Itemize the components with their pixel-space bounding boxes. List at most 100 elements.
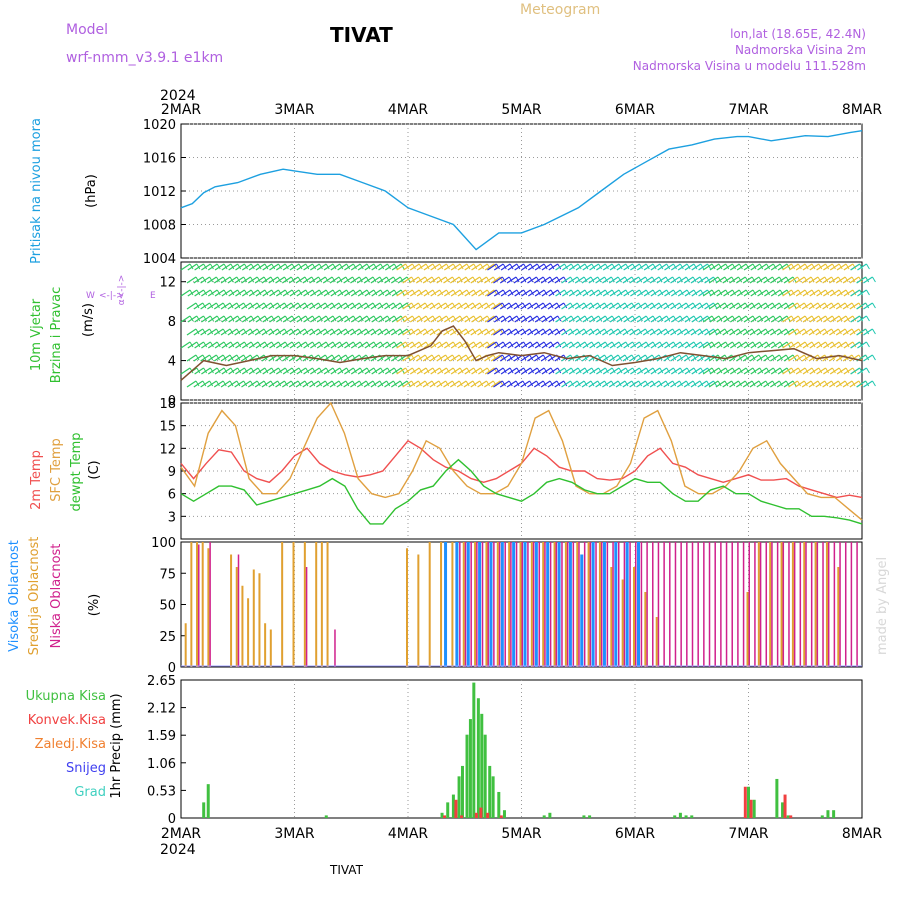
wind-barb-feather: [352, 328, 357, 335]
wind-barb-feather: [563, 380, 568, 387]
wind-barb-feather: [480, 263, 484, 270]
wind-barb: [357, 367, 368, 375]
wind-barb: [282, 367, 293, 375]
wind-barb: [822, 354, 832, 362]
wind-barb-feather: [797, 276, 801, 283]
wind-barb-feather: [264, 289, 269, 296]
wind-barb-feather: [502, 315, 507, 322]
wind-barb-feather: [387, 367, 391, 374]
high-cloud-bar: [602, 542, 606, 667]
wind-barb: [370, 328, 381, 336]
wind-barb-feather: [693, 289, 698, 296]
low-cloud-bar: [708, 542, 711, 667]
mid-cloud-bar: [264, 623, 267, 667]
wind-barb: [200, 328, 210, 336]
wind-barb: [736, 380, 746, 388]
wind-barb: [575, 289, 586, 297]
wind-barb-feather: [202, 302, 207, 309]
wind-barb-feather: [366, 367, 371, 374]
wind-barb: [221, 315, 232, 323]
wind-barb: [457, 367, 468, 375]
wind-barb-feather: [373, 289, 378, 296]
wind-barb: [269, 367, 279, 375]
wind-barb: [595, 354, 605, 362]
wind-barb: [423, 315, 434, 323]
wind-barb-feather: [216, 367, 221, 374]
wind-barb-feather: [752, 367, 757, 374]
mid-cloud-bar: [320, 542, 323, 667]
wind-barb-feather: [318, 328, 323, 335]
wind-barb-feather: [380, 341, 385, 348]
wind-barb: [788, 276, 798, 284]
mid-cloud-bar: [564, 542, 567, 667]
wind-barb: [622, 302, 633, 310]
wind-barb: [716, 289, 727, 297]
wind-barb-feather: [651, 328, 656, 335]
wind-barb-feather: [837, 328, 842, 335]
wind-barb: [704, 276, 714, 284]
wind-barb: [214, 341, 225, 349]
wind-barb: [255, 289, 266, 297]
wind-barb-feather: [353, 263, 357, 270]
wind-barb: [282, 289, 293, 297]
wind-barb: [809, 341, 820, 349]
wind-barb: [657, 341, 668, 349]
wind-barb-feather: [672, 328, 677, 335]
wind-barb: [816, 263, 826, 271]
wind-barb-feather: [458, 276, 463, 283]
wind-barb: [213, 276, 224, 284]
wind-barb-feather: [638, 380, 643, 387]
wind-barb-feather: [845, 315, 850, 322]
wind-barb-feather: [324, 354, 329, 361]
wind-barb: [484, 341, 495, 349]
wind-barb: [370, 380, 381, 388]
wind-barb-feather: [486, 302, 490, 309]
wind-barb-feather: [831, 302, 836, 309]
wind-barb: [704, 380, 714, 388]
wind-barb-feather: [845, 367, 850, 374]
wind-barb: [493, 354, 503, 362]
high-cloud-bar: [512, 542, 516, 667]
wind-barb-feather: [845, 341, 850, 348]
wind-barb: [262, 315, 273, 323]
wind-barb: [296, 315, 307, 323]
wind-barb: [200, 354, 210, 362]
wind-barb: [329, 328, 340, 336]
wind-barb-feather: [466, 315, 471, 322]
wind-barb: [322, 380, 333, 388]
wind-barb: [829, 328, 839, 336]
temp-ylabel-sfc: SFC Temp: [49, 438, 64, 502]
wind-barb-feather: [766, 315, 771, 322]
wind-barb-feather: [529, 354, 534, 361]
wind-barb-feather: [584, 263, 589, 270]
wind-barb: [736, 289, 747, 297]
wind-barb-feather: [412, 289, 416, 296]
wind-barb-feather: [766, 263, 771, 270]
wind-barb: [527, 263, 538, 271]
wind-barb: [623, 367, 633, 375]
wind-barb-feather: [264, 263, 269, 270]
wind-barb-feather: [411, 380, 416, 387]
wind-barb: [822, 276, 832, 284]
wind-barb: [708, 354, 719, 362]
mid-cloud-bar: [281, 542, 284, 667]
wind-barb: [500, 263, 511, 271]
wind-barb-feather: [229, 276, 234, 283]
x-tick-label-top: 3MAR: [274, 102, 315, 118]
wind-barb: [513, 302, 524, 310]
wind-barb: [863, 354, 873, 362]
wind-barb: [493, 341, 504, 349]
footer-label: TIVAT: [329, 863, 364, 877]
wind-barb: [415, 380, 426, 388]
wind-barb-feather: [817, 276, 822, 283]
wind-barb: [650, 367, 661, 375]
wind-barb-feather: [339, 341, 344, 348]
wind-barb-feather: [731, 380, 736, 387]
wind-barb-feather: [811, 367, 816, 374]
wind-barb-feather: [759, 367, 764, 374]
wind-barb-feather: [502, 276, 506, 283]
wind-barb-feather: [706, 380, 711, 387]
wind-barb: [709, 367, 720, 375]
wind-barb-feather: [631, 276, 636, 283]
y-tick-label: 2.12: [147, 702, 176, 717]
